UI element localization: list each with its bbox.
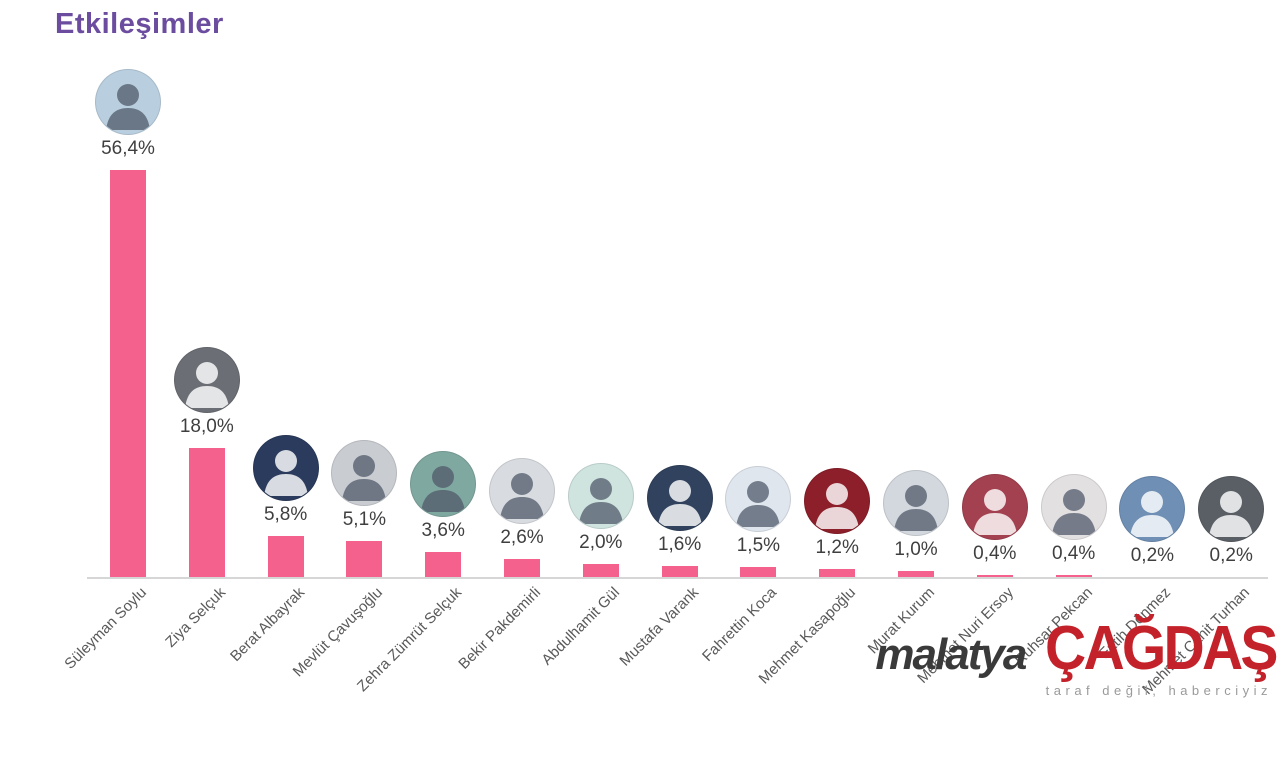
value-label: 0,4%	[973, 543, 1017, 565]
bar-chart: 56,4% Süleyman Soylu 18,0% Ziya Selçuk 5…	[61, 69, 1271, 698]
watermark-cagdas-text: ÇAĞDAŞ	[1045, 614, 1278, 683]
bar	[740, 567, 777, 578]
bar-column: 3,6%	[404, 450, 483, 578]
bar-column: 5,8%	[246, 435, 325, 578]
person-icon	[894, 484, 938, 531]
person-icon	[184, 361, 229, 408]
bar-column: 0,2%	[1113, 475, 1192, 578]
bar	[661, 566, 698, 578]
bar	[819, 569, 856, 578]
avatar	[567, 462, 634, 529]
bar-column: 2,0%	[561, 462, 640, 578]
bar-column: 0,4%	[955, 474, 1034, 578]
category-label: Zehra Zümrüt Selçuk	[354, 584, 466, 696]
chart-canvas: Etkileşimler 56,4% Süleyman Soylu 18,0% …	[55, 8, 1279, 699]
avatar	[252, 435, 319, 502]
category-label: Ziya Selçuk	[161, 584, 229, 651]
person-icon	[736, 481, 781, 528]
person-icon	[421, 465, 466, 512]
bar	[425, 551, 462, 578]
value-label: 0,2%	[1130, 544, 1175, 566]
category-label: Fahrettin Koca	[699, 584, 781, 666]
category-label: Mustafa Varank	[616, 584, 702, 670]
bar-column: 5,1%	[325, 440, 404, 578]
bar	[1055, 575, 1092, 578]
avatar	[725, 466, 792, 533]
value-label: 0,2%	[1209, 544, 1253, 566]
bar	[504, 559, 540, 578]
person-icon	[500, 473, 544, 520]
value-label: 3,6%	[421, 519, 465, 541]
x-axis-line	[87, 577, 1268, 579]
watermark-tagline: taraf değil, haberciyiz	[1045, 683, 1272, 698]
bar	[976, 575, 1013, 578]
chart-title: Etkileşimler	[55, 8, 224, 40]
person-icon	[1051, 489, 1096, 536]
bar-column: 2,6%	[483, 458, 562, 578]
value-label: 0,4%	[1051, 543, 1096, 565]
bar-column: 1,6%	[640, 465, 719, 578]
bar-column: 56,4%	[89, 69, 168, 578]
avatar	[804, 468, 871, 535]
value-label: 18,0%	[179, 415, 234, 437]
person-icon	[1130, 490, 1175, 537]
person-icon	[815, 483, 860, 530]
value-label: 2,6%	[500, 527, 544, 549]
avatar	[646, 465, 713, 532]
bar	[582, 563, 619, 578]
person-icon	[342, 455, 387, 502]
bar	[346, 541, 383, 578]
avatar	[1040, 474, 1107, 541]
person-icon	[657, 480, 702, 527]
category-label: Bekir Pakdemirli	[455, 584, 545, 673]
avatar	[883, 469, 949, 536]
bar-column: 0,2%	[1192, 475, 1271, 578]
person-icon	[1209, 490, 1254, 537]
watermark-malatya-text: malatya	[875, 630, 1027, 679]
bar-column: 1,5%	[719, 466, 798, 578]
bar-column: 18,0%	[167, 346, 246, 578]
value-label: 56,4%	[101, 138, 155, 159]
avatar	[489, 458, 555, 525]
category-label: Mehmet Kasapoğlu	[755, 584, 860, 688]
avatar	[173, 346, 240, 413]
avatar	[961, 474, 1028, 541]
bar	[898, 570, 934, 578]
bar-column: 1,0%	[877, 469, 956, 578]
person-icon	[578, 477, 623, 524]
value-label: 1,5%	[736, 535, 781, 557]
person-icon	[106, 84, 150, 130]
avatar	[331, 440, 398, 507]
person-icon	[972, 489, 1017, 536]
avatar	[1119, 475, 1186, 542]
watermark-logo: malatya ÇAĞDAŞ taraf değil, haberciyiz	[875, 614, 1278, 698]
value-label: 2,0%	[579, 531, 623, 553]
bar	[110, 170, 146, 578]
category-label: Abdulhamit Gül	[538, 584, 623, 669]
person-icon	[263, 450, 308, 497]
bar-column: 0,4%	[1034, 474, 1113, 578]
value-label: 1,6%	[657, 534, 702, 556]
watermark-row: malatya ÇAĞDAŞ	[875, 614, 1278, 683]
bar-column: 1,2%	[798, 468, 877, 578]
category-label: Berat Albayrak	[226, 584, 308, 666]
value-label: 1,0%	[894, 538, 938, 560]
avatar	[95, 69, 161, 135]
category-label: Mevlüt Çavuşoğlu	[290, 584, 387, 681]
bar	[267, 536, 304, 578]
bar	[188, 447, 225, 578]
value-label: 1,2%	[815, 537, 859, 559]
value-label: 5,1%	[342, 509, 387, 531]
avatar	[1198, 475, 1265, 542]
avatar	[410, 450, 477, 517]
value-label: 5,8%	[263, 504, 308, 526]
